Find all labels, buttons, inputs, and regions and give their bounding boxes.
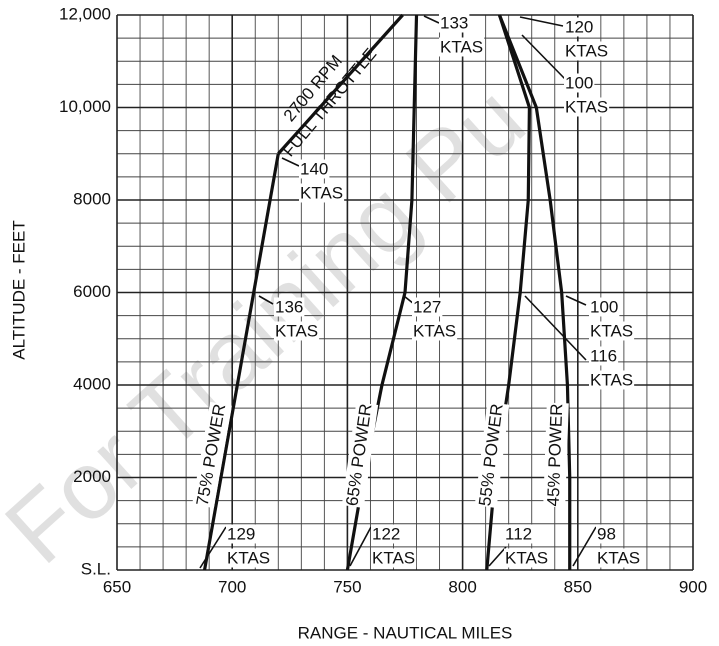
leader-line bbox=[519, 16, 564, 27]
label-backdrop bbox=[474, 402, 510, 508]
annotation-line: 122 bbox=[372, 524, 400, 543]
x-axis-label: RANGE - NAUTICAL MILES bbox=[298, 623, 513, 642]
leader-line bbox=[521, 34, 567, 81]
leader-line bbox=[423, 15, 440, 24]
label-backdrop bbox=[341, 401, 379, 509]
annotation-line: KTAS bbox=[505, 548, 548, 567]
line bbox=[497, 14, 572, 570]
annotation-backdrop bbox=[596, 548, 642, 568]
annotation-backdrop bbox=[439, 13, 470, 33]
annotation-line: 140 bbox=[300, 159, 328, 178]
label-backdrop bbox=[543, 402, 569, 508]
y-tick-label: 8000 bbox=[73, 189, 111, 208]
x-tick-label: 900 bbox=[679, 577, 707, 596]
series-label: 45% POWER bbox=[544, 403, 567, 507]
annotation-backdrop bbox=[589, 321, 635, 341]
annotation-backdrop bbox=[226, 524, 257, 544]
annotation-line: KTAS bbox=[590, 321, 633, 340]
x-tick-label: 750 bbox=[333, 577, 361, 596]
annotation-backdrop bbox=[371, 548, 417, 568]
annotation-line: 116 bbox=[590, 346, 617, 365]
annotation-line: 133 bbox=[440, 13, 468, 32]
annotation-backdrop bbox=[299, 183, 345, 203]
annotation-line: KTAS bbox=[597, 548, 640, 567]
annotation-backdrop bbox=[439, 37, 485, 57]
annotation-backdrop bbox=[589, 297, 620, 317]
annotation-backdrop bbox=[564, 17, 595, 37]
annotation-line: 100 bbox=[565, 73, 593, 92]
x-tick-label: 700 bbox=[218, 577, 246, 596]
y-tick-label: S.L. bbox=[81, 559, 111, 578]
annotation-backdrop bbox=[504, 524, 534, 544]
annotation-line: KTAS bbox=[565, 41, 608, 60]
annotation-line: 129 bbox=[227, 524, 255, 543]
annotation-backdrop bbox=[589, 346, 619, 366]
annotation-line: 112 bbox=[505, 524, 532, 543]
annotation-backdrop bbox=[226, 548, 272, 568]
annotation-backdrop bbox=[412, 297, 443, 317]
annotation-backdrop bbox=[412, 321, 458, 341]
leader-line bbox=[572, 526, 597, 567]
annotation-line: 127 bbox=[413, 297, 441, 316]
annotation-line: KTAS bbox=[440, 37, 483, 56]
annotation-line: KTAS bbox=[227, 548, 270, 567]
annotation-backdrop bbox=[274, 297, 305, 317]
annotation-backdrop bbox=[504, 548, 550, 568]
annotation-backdrop bbox=[589, 370, 635, 390]
x-tick-label: 850 bbox=[564, 577, 592, 596]
label-backdrop bbox=[192, 401, 232, 509]
y-axis-label: ALTITUDE - FEET bbox=[9, 220, 28, 359]
annotation-backdrop bbox=[564, 73, 595, 93]
annotation-line: KTAS bbox=[413, 321, 456, 340]
annotation-line: 100 bbox=[590, 297, 618, 316]
leader-line bbox=[565, 295, 587, 306]
x-tick-label: 650 bbox=[103, 577, 131, 596]
annotation-line: KTAS bbox=[590, 370, 633, 389]
annotation-backdrop bbox=[564, 97, 610, 117]
line bbox=[202, 153, 280, 571]
y-tick-label: 4000 bbox=[73, 374, 111, 393]
annotation-line: KTAS bbox=[565, 97, 608, 116]
annotation-backdrop bbox=[274, 321, 320, 341]
y-tick-label: 10,000 bbox=[59, 97, 111, 116]
annotation-line: KTAS bbox=[372, 548, 415, 567]
leader-line bbox=[281, 157, 300, 167]
annotation-backdrop bbox=[596, 524, 617, 544]
annotation-line: 136 bbox=[275, 297, 303, 316]
leader-line bbox=[524, 295, 587, 361]
annotation-line: KTAS bbox=[275, 321, 318, 340]
line bbox=[277, 13, 404, 155]
y-tick-label: 12,000 bbox=[59, 4, 111, 23]
y-tick-label: 2000 bbox=[73, 467, 111, 486]
annotation-line: KTAS bbox=[300, 183, 343, 202]
annotation-backdrop bbox=[299, 159, 330, 179]
y-tick-label: 6000 bbox=[73, 282, 111, 301]
annotation-line: 120 bbox=[565, 17, 593, 36]
leader-line bbox=[258, 295, 274, 305]
x-tick-label: 800 bbox=[448, 577, 476, 596]
annotation-backdrop bbox=[371, 524, 402, 544]
leader-line bbox=[488, 546, 507, 567]
annotation-backdrop bbox=[564, 41, 610, 61]
leader-line bbox=[349, 526, 372, 567]
leader-line bbox=[199, 526, 227, 569]
annotation-line: 98 bbox=[597, 524, 616, 543]
